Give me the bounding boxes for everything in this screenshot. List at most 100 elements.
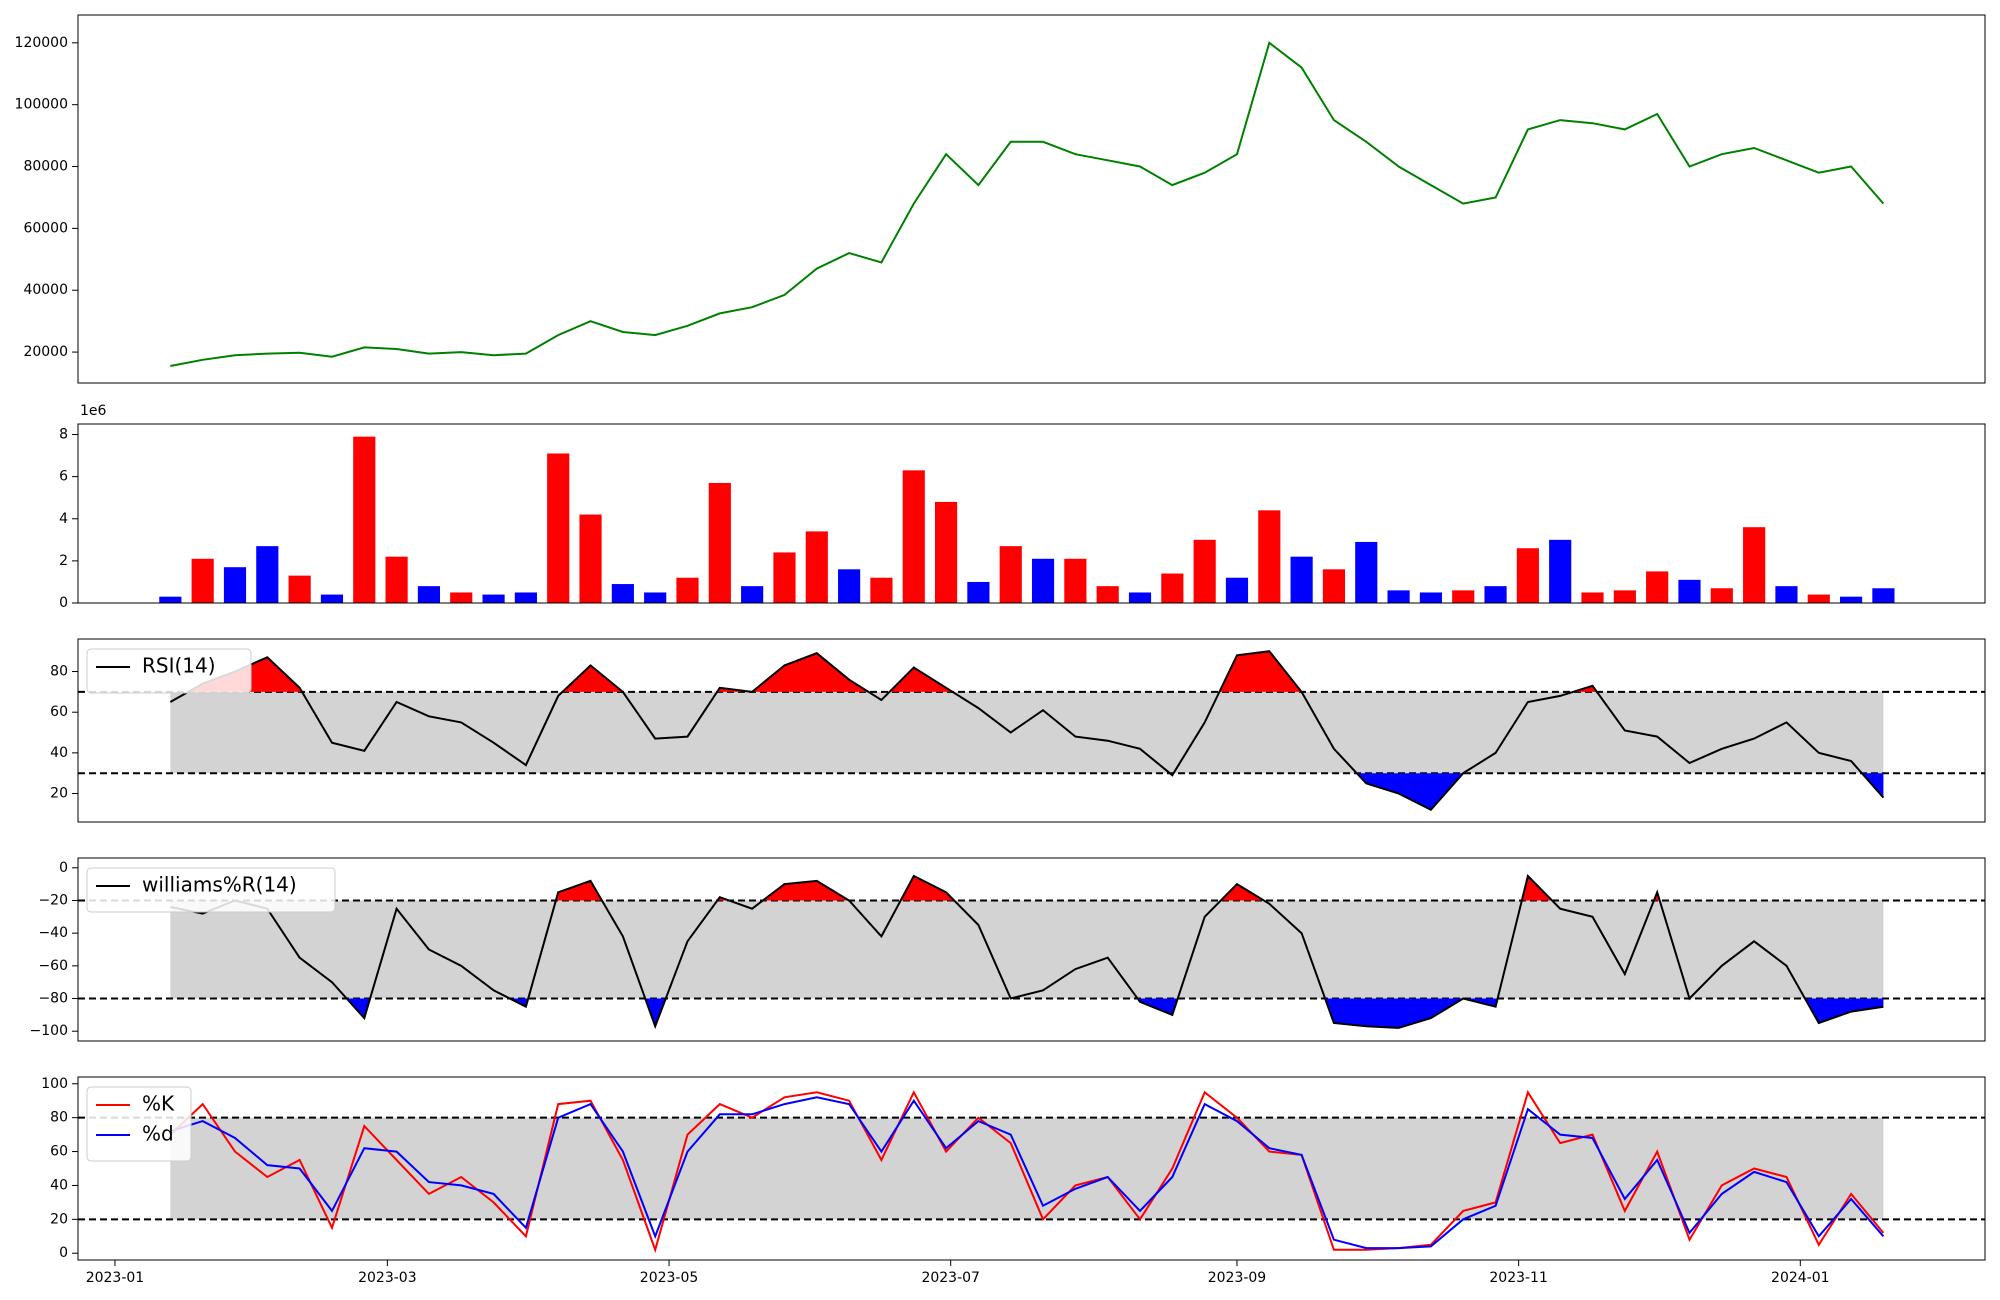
volume-bar <box>417 586 441 603</box>
volume-bar <box>1872 588 1895 603</box>
volume-bar <box>805 531 828 603</box>
volume-bar <box>611 584 634 603</box>
volume-bar <box>320 594 344 603</box>
overbought-fill <box>889 667 953 692</box>
legend-box <box>86 648 252 694</box>
volume-bar <box>1064 558 1087 603</box>
oversold-fill <box>1804 998 1884 1023</box>
rsi-axes-frame <box>77 638 1986 823</box>
y-tick-label: 6 <box>59 469 68 485</box>
y-tick-label: −80 <box>38 991 68 1007</box>
volume-bar <box>1549 539 1572 603</box>
volume-axes-frame <box>77 423 1986 604</box>
volume-bar <box>450 592 473 603</box>
y-tick-label: 80000 <box>23 159 68 175</box>
volume-bar <box>741 586 764 603</box>
price-plot-area <box>170 41 1885 367</box>
price-axes-frame <box>77 14 1986 384</box>
volume-bar <box>1031 558 1055 603</box>
volume-offset-label: 1e6 <box>80 403 107 419</box>
x-tick-label: 2023-07 <box>921 1270 980 1286</box>
y-tick-label: 40 <box>50 745 68 761</box>
y-tick-label: −60 <box>38 958 68 974</box>
williams-plot-area <box>78 874 1985 1030</box>
y-tick-label: 100000 <box>15 97 68 113</box>
price-line <box>170 41 1885 367</box>
volume-bar <box>1096 586 1119 603</box>
y-tick-label: −40 <box>38 925 68 941</box>
volume-bar <box>579 514 602 603</box>
y-tick-label: 120000 <box>15 35 68 51</box>
y-tick-label: −100 <box>30 1023 68 1039</box>
price-panel: 20000 40000 60000 80000 100000 120000 <box>15 14 1986 384</box>
volume-bar <box>256 546 279 603</box>
overbought-fill <box>562 665 623 692</box>
y-tick-label: 0 <box>59 595 68 611</box>
volume-bar <box>1613 590 1636 603</box>
y-tick-label: 20000 <box>23 344 68 360</box>
williams-panel: 0 −20 −40 −60 −80 −100 williams%R(14) <box>30 857 1986 1042</box>
x-tick-label: 2023-09 <box>1208 1270 1267 1286</box>
volume-bar <box>1225 577 1249 603</box>
y-tick-label: 80 <box>50 1110 68 1126</box>
volume-bar <box>999 546 1022 603</box>
volume-bar <box>838 569 861 603</box>
overbought-fill <box>1220 884 1264 901</box>
legend-label: williams%R(14) <box>142 873 297 897</box>
volume-panel: 0 2 4 6 8 1e6 <box>59 403 1986 611</box>
y-tick-label: −20 <box>38 892 68 908</box>
overbought-fill <box>762 880 850 901</box>
volume-bar <box>1581 592 1604 603</box>
volume-bar <box>870 577 893 603</box>
volume-bar <box>482 594 505 603</box>
volume-bar <box>1419 592 1442 603</box>
legend-label: %d <box>142 1122 174 1146</box>
volume-bar <box>1161 573 1184 603</box>
y-tick-label: 80 <box>50 664 68 680</box>
volume-bar <box>1807 594 1830 603</box>
x-axis: 2023-01 2023-03 2023-05 2023-07 2023-09 2023-… <box>86 1260 1830 1286</box>
x-tick-label: 2023-05 <box>640 1270 699 1286</box>
volume-bar <box>1258 510 1281 603</box>
y-tick-label: 0 <box>59 1245 68 1261</box>
volume-bar <box>385 556 408 603</box>
volume-bar <box>1484 586 1507 603</box>
volume-bar <box>934 501 958 603</box>
y-tick-label: 40000 <box>23 282 68 298</box>
volume-bar <box>1516 548 1539 603</box>
neutral-band <box>170 691 1884 774</box>
volume-bar <box>1840 596 1863 603</box>
stochastic-panel: 0 20 40 60 80 100 %K %d <box>41 1076 1986 1261</box>
volume-bar <box>514 592 537 603</box>
volume-bar <box>1290 556 1313 603</box>
x-tick-label: 2023-03 <box>358 1270 417 1286</box>
volume-bar <box>1646 571 1669 603</box>
volume-bar <box>353 436 376 603</box>
volume-bar <box>1193 539 1216 603</box>
y-tick-label: 100 <box>41 1076 68 1092</box>
y-tick-label: 8 <box>59 427 68 443</box>
x-tick-label: 2024-01 <box>1771 1270 1830 1286</box>
volume-bar <box>1355 541 1378 603</box>
oversold-fill <box>1356 773 1464 810</box>
volume-bar <box>1710 588 1733 603</box>
volume-bar <box>708 482 731 603</box>
volume-bar <box>223 567 247 603</box>
oversold-fill <box>1137 998 1178 1015</box>
stochastic-axes-frame <box>77 1076 1986 1261</box>
oversold-fill <box>1325 998 1464 1028</box>
volume-bar <box>1128 592 1152 603</box>
overbought-fill <box>1219 651 1302 692</box>
legend-label: %K <box>142 1092 175 1116</box>
overbought-fill <box>900 876 955 901</box>
x-tick-label: 2023-01 <box>86 1270 145 1286</box>
y-tick-label: 20 <box>50 1211 68 1227</box>
overbought-fill <box>1521 876 1553 901</box>
volume-bar <box>159 596 182 603</box>
y-tick-label: 40 <box>50 1177 68 1193</box>
volume-bar <box>1678 579 1701 603</box>
williams-axes-frame <box>77 857 1986 1042</box>
y-tick-label: 60000 <box>23 220 68 236</box>
volume-bar <box>288 575 311 603</box>
